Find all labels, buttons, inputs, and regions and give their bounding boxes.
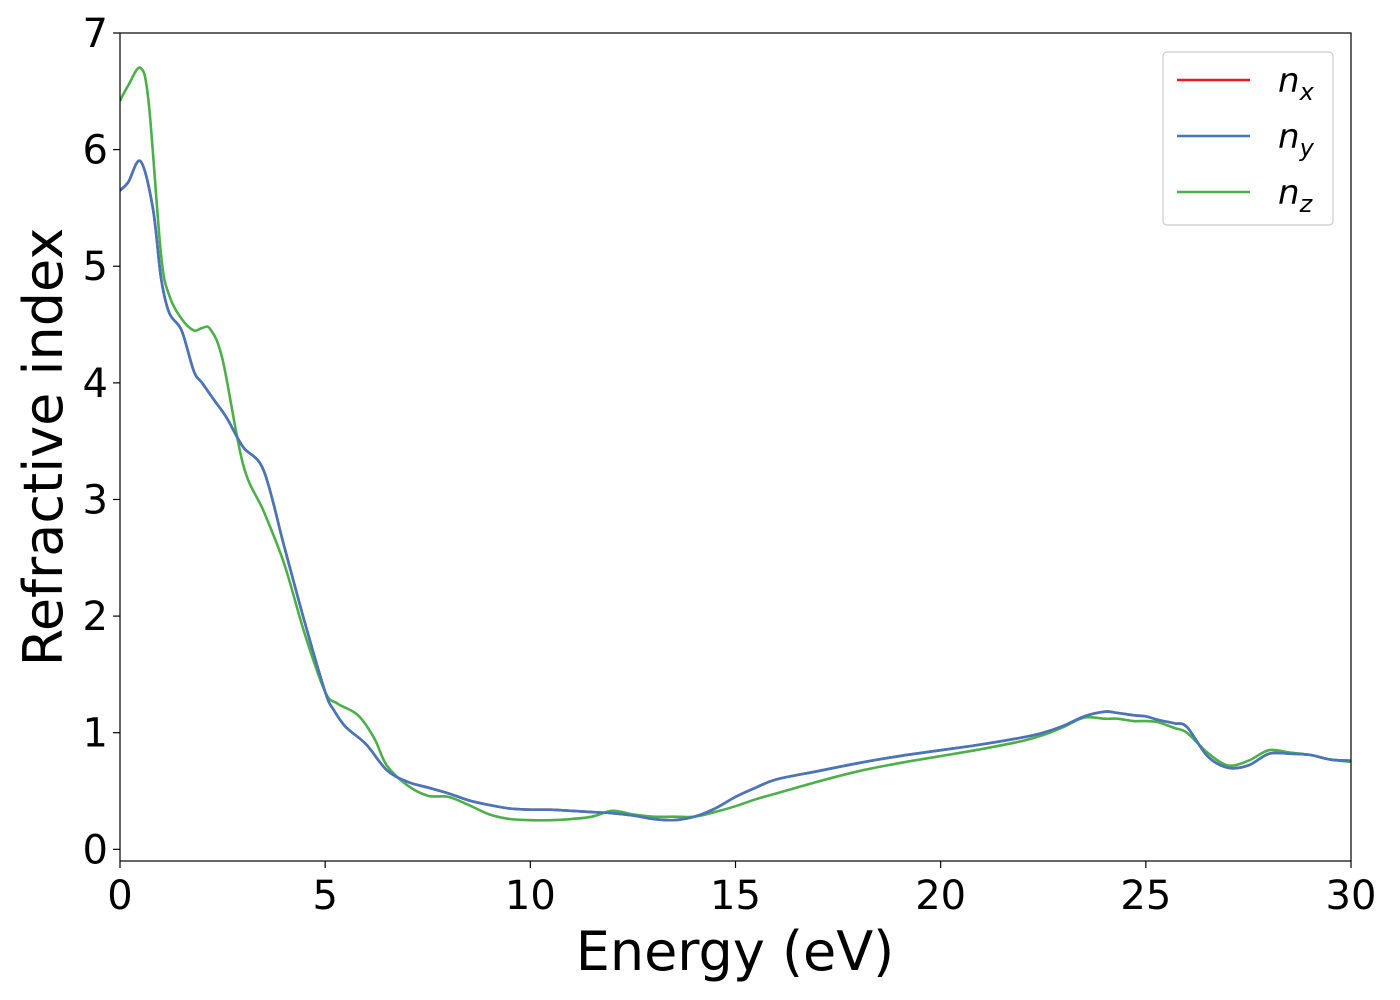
x-tick-label: 5 — [312, 873, 337, 919]
x-tick-label: 10 — [505, 873, 556, 919]
series-line-y — [120, 159, 1351, 822]
legend-label-y: ny — [1278, 117, 1315, 162]
x-tick-label: 25 — [1120, 873, 1171, 919]
x-tick-label: 15 — [710, 873, 761, 919]
series-line-z — [120, 66, 1351, 822]
x-axis-label: Energy (eV) — [576, 920, 895, 983]
legend-label-subscript: x — [1299, 78, 1315, 106]
legend-label-subscript: y — [1299, 134, 1315, 162]
legend-box — [1162, 51, 1334, 226]
legend-label-base: n — [1278, 61, 1300, 101]
y-tick-label: 1 — [83, 711, 108, 757]
y-axis-label: Refractive index — [12, 228, 75, 667]
x-axis: 0 5 10 15 20 25 30 — [107, 861, 1376, 919]
x-tick-label: 30 — [1326, 873, 1377, 919]
y-tick-label: 0 — [83, 827, 108, 873]
legend-label-z: nz — [1278, 173, 1314, 218]
legend-label-subscript: z — [1299, 190, 1314, 218]
legend-label-x: nx — [1278, 61, 1315, 106]
x-tick-label: 20 — [915, 873, 966, 919]
y-tick-label: 6 — [83, 128, 108, 174]
y-tick-label: 4 — [83, 361, 108, 407]
y-tick-label: 3 — [83, 477, 108, 523]
plot-area — [120, 33, 1351, 861]
y-tick-label: 2 — [83, 594, 108, 640]
legend-label-base: n — [1278, 173, 1300, 213]
y-axis: 0 1 2 3 4 5 6 7 — [83, 11, 120, 873]
y-tick-label: 7 — [83, 11, 108, 57]
legend-label-base: n — [1278, 117, 1300, 157]
series-layer — [120, 66, 1351, 822]
x-tick-label: 0 — [107, 873, 132, 919]
y-tick-label: 5 — [83, 244, 108, 290]
